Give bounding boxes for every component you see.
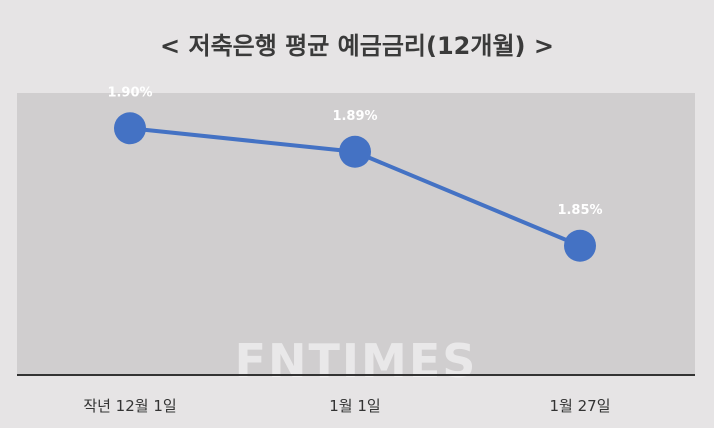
data-point bbox=[114, 112, 146, 145]
x-tick-label: 작년 12월 1일 bbox=[83, 397, 176, 415]
x-tick-label: 1월 1일 bbox=[329, 397, 380, 415]
data-label: 1.89% bbox=[332, 109, 377, 124]
data-label: 1.85% bbox=[557, 203, 602, 218]
data-point bbox=[339, 135, 371, 168]
data-label: 1.90% bbox=[107, 85, 152, 100]
data-point bbox=[564, 229, 596, 262]
series-layer: 1.90% 1.89% 1.85% bbox=[107, 85, 603, 262]
chart-title: < 저축은행 평균 예금금리(12개월) > bbox=[160, 32, 554, 60]
x-axis-ticks: 작년 12월 1일 1월 1일 1월 27일 bbox=[83, 397, 610, 415]
x-tick-label: 1월 27일 bbox=[550, 397, 611, 415]
watermark: FNTIMES bbox=[235, 334, 478, 388]
